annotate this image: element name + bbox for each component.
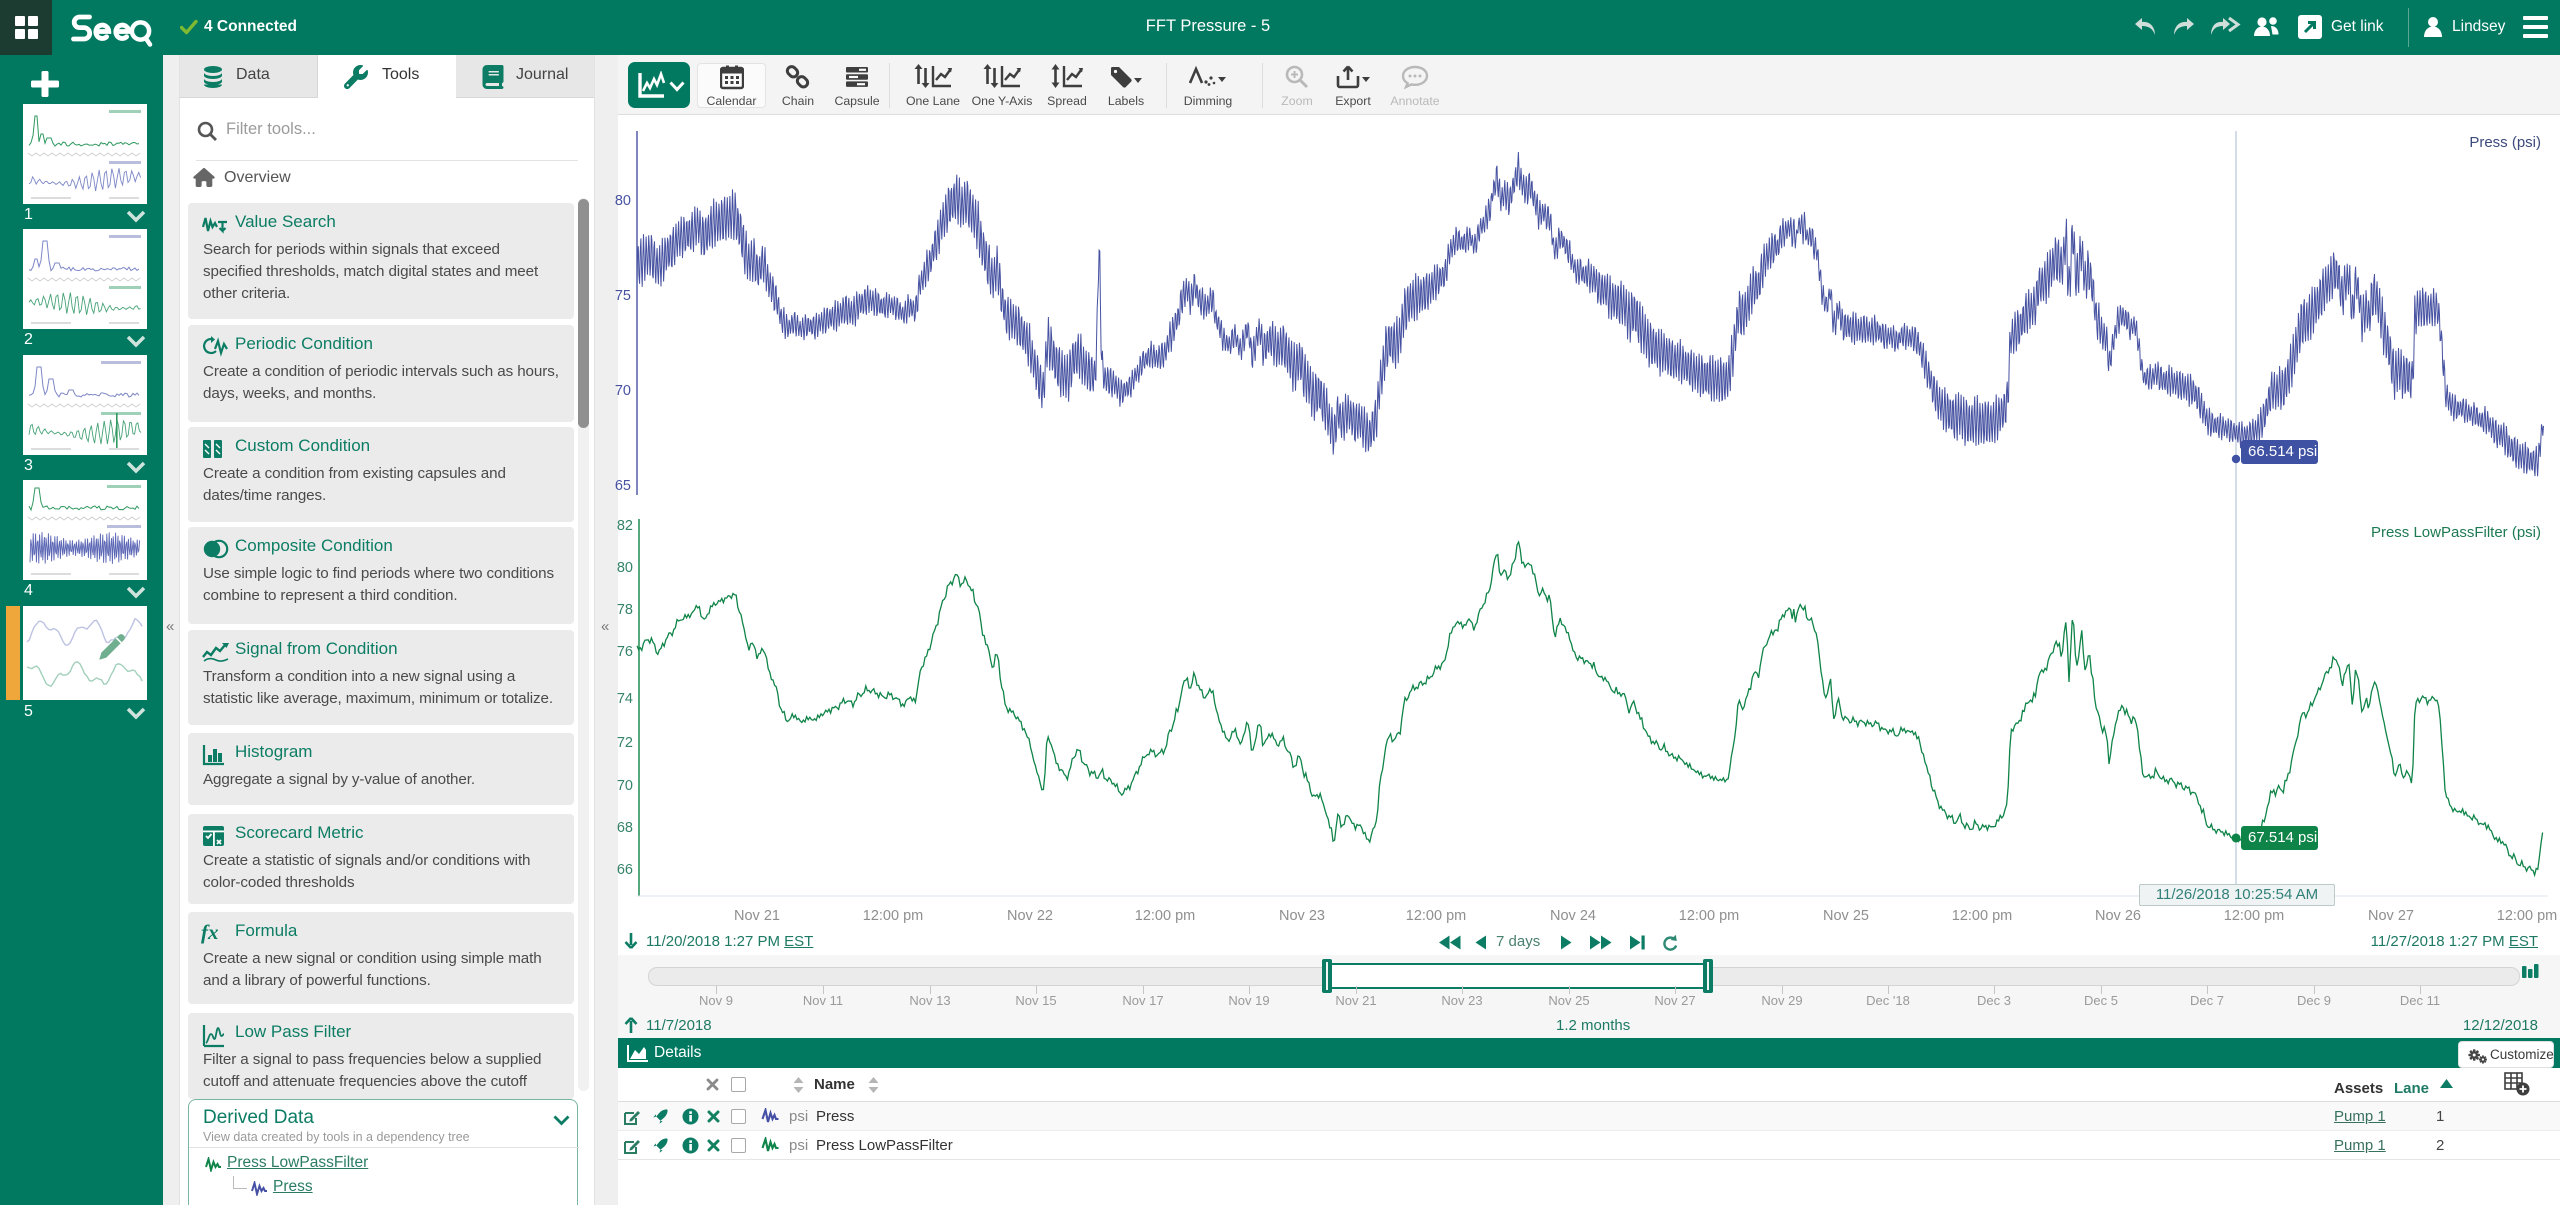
svg-text:66: 66: [617, 862, 633, 878]
svg-text:70: 70: [617, 778, 633, 794]
svg-text:Press LowPassFilter (psi): Press LowPassFilter (psi): [2371, 524, 2541, 541]
svg-text:78: 78: [617, 602, 633, 618]
svg-text:80: 80: [617, 560, 633, 576]
svg-text:68: 68: [617, 820, 633, 836]
svg-text:72: 72: [617, 735, 633, 751]
svg-text:74: 74: [617, 691, 633, 707]
svg-text:82: 82: [617, 518, 633, 534]
svg-text:Press (psi): Press (psi): [2469, 134, 2541, 151]
svg-text:76: 76: [617, 644, 633, 660]
